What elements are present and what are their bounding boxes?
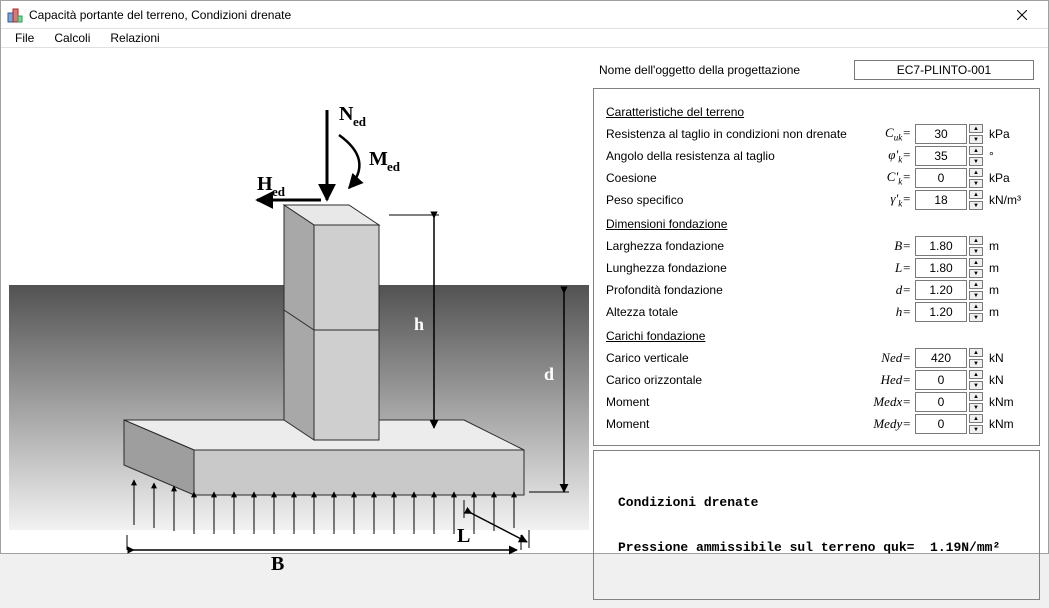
lbl-Medx: Moment bbox=[606, 395, 865, 409]
close-button[interactable] bbox=[1002, 1, 1042, 29]
menu-file[interactable]: File bbox=[5, 29, 44, 47]
unit-ck: kPa bbox=[983, 171, 1027, 185]
svg-text:d: d bbox=[544, 364, 554, 384]
result-line1: Condizioni drenate bbox=[618, 495, 1015, 510]
section-terreno: Caratteristiche del terreno bbox=[606, 105, 1027, 119]
svg-text:N: N bbox=[339, 103, 354, 125]
h-up[interactable]: ▲ bbox=[969, 302, 983, 311]
lbl-ck: Coesione bbox=[606, 171, 865, 185]
unit-phik: ° bbox=[983, 149, 1027, 163]
phik-down[interactable]: ▼ bbox=[969, 157, 983, 166]
gamk-down[interactable]: ▼ bbox=[969, 201, 983, 210]
input-cuk[interactable] bbox=[915, 124, 967, 144]
input-phik[interactable] bbox=[915, 146, 967, 166]
svg-text:H: H bbox=[257, 173, 273, 195]
input-Ned[interactable] bbox=[915, 348, 967, 368]
B-down[interactable]: ▼ bbox=[969, 247, 983, 256]
unit-B: m bbox=[983, 239, 1027, 253]
sym-ck: C'k= bbox=[865, 169, 913, 187]
app-icon bbox=[7, 7, 23, 23]
gamk-up[interactable]: ▲ bbox=[969, 190, 983, 199]
section-carichi: Carichi fondazione bbox=[606, 329, 1027, 343]
d-up[interactable]: ▲ bbox=[969, 280, 983, 289]
sym-Ned: Ned= bbox=[865, 350, 913, 366]
input-Medx[interactable] bbox=[915, 392, 967, 412]
Medx-up[interactable]: ▲ bbox=[969, 392, 983, 401]
Ned-down[interactable]: ▼ bbox=[969, 359, 983, 368]
menu-calcoli[interactable]: Calcoli bbox=[44, 29, 100, 47]
input-B[interactable] bbox=[915, 236, 967, 256]
Ned-up[interactable]: ▲ bbox=[969, 348, 983, 357]
input-d[interactable] bbox=[915, 280, 967, 300]
unit-Medx: kNm bbox=[983, 395, 1027, 409]
ck-down[interactable]: ▼ bbox=[969, 179, 983, 188]
unit-Ned: kN bbox=[983, 351, 1027, 365]
Medy-down[interactable]: ▼ bbox=[969, 425, 983, 434]
sym-Medx: Medx= bbox=[865, 394, 913, 410]
lbl-phik: Angolo della resistenza al taglio bbox=[606, 149, 865, 163]
diagram-pane: N ed M ed H ed h d bbox=[9, 56, 589, 600]
sym-L: L= bbox=[865, 260, 913, 276]
sym-Medy: Medy= bbox=[865, 416, 913, 432]
unit-cuk: kPa bbox=[983, 127, 1027, 141]
input-Hed[interactable] bbox=[915, 370, 967, 390]
lbl-Medy: Moment bbox=[606, 417, 865, 431]
results-panel: Condizioni drenate Pressione ammissibile… bbox=[593, 450, 1040, 600]
lbl-gamk: Peso specifico bbox=[606, 193, 865, 207]
sym-cuk: Cuk= bbox=[865, 125, 913, 143]
svg-text:ed: ed bbox=[387, 159, 401, 174]
object-name-input[interactable] bbox=[854, 60, 1034, 80]
cuk-down[interactable]: ▼ bbox=[969, 135, 983, 144]
menu-relazioni[interactable]: Relazioni bbox=[100, 29, 169, 47]
section-dimensioni: Dimensioni fondazione bbox=[606, 217, 1027, 231]
unit-Medy: kNm bbox=[983, 417, 1027, 431]
input-Medy[interactable] bbox=[915, 414, 967, 434]
input-ck[interactable] bbox=[915, 168, 967, 188]
input-gamk[interactable] bbox=[915, 190, 967, 210]
svg-text:h: h bbox=[414, 314, 424, 334]
L-up[interactable]: ▲ bbox=[969, 258, 983, 267]
sym-gamk: γ'k= bbox=[865, 191, 913, 209]
lbl-Ned: Carico verticale bbox=[606, 351, 865, 365]
Hed-up[interactable]: ▲ bbox=[969, 370, 983, 379]
sym-phik: φ'k= bbox=[865, 147, 913, 165]
Medx-down[interactable]: ▼ bbox=[969, 403, 983, 412]
svg-text:ed: ed bbox=[272, 184, 286, 199]
input-h[interactable] bbox=[915, 302, 967, 322]
d-down[interactable]: ▼ bbox=[969, 291, 983, 300]
lbl-L: Lunghezza fondazione bbox=[606, 261, 865, 275]
sym-B: B= bbox=[865, 238, 913, 254]
svg-text:L: L bbox=[457, 525, 470, 547]
unit-L: m bbox=[983, 261, 1027, 275]
result-line2: Pressione ammissibile sul terreno quk= 1… bbox=[618, 540, 1015, 555]
params-panel: Caratteristiche del terreno Resistenza a… bbox=[593, 88, 1040, 446]
lbl-cuk: Resistenza al taglio in condizioni non d… bbox=[606, 127, 865, 141]
unit-d: m bbox=[983, 283, 1027, 297]
sym-Hed: Hed= bbox=[865, 372, 913, 388]
Medy-up[interactable]: ▲ bbox=[969, 414, 983, 423]
h-down[interactable]: ▼ bbox=[969, 313, 983, 322]
unit-Hed: kN bbox=[983, 373, 1027, 387]
cuk-up[interactable]: ▲ bbox=[969, 124, 983, 133]
B-up[interactable]: ▲ bbox=[969, 236, 983, 245]
window-title: Capacità portante del terreno, Condizion… bbox=[29, 8, 1002, 22]
ck-up[interactable]: ▲ bbox=[969, 168, 983, 177]
lbl-d: Profondità fondazione bbox=[606, 283, 865, 297]
svg-text:M: M bbox=[369, 148, 388, 170]
sym-d: d= bbox=[865, 282, 913, 298]
svg-text:B: B bbox=[271, 553, 284, 575]
name-label: Nome dell'oggetto della progettazione bbox=[599, 63, 800, 77]
input-L[interactable] bbox=[915, 258, 967, 278]
svg-text:ed: ed bbox=[353, 114, 367, 129]
lbl-h: Altezza totale bbox=[606, 305, 865, 319]
lbl-B: Larghezza fondazione bbox=[606, 239, 865, 253]
unit-gamk: kN/m³ bbox=[983, 193, 1027, 207]
phik-up[interactable]: ▲ bbox=[969, 146, 983, 155]
unit-h: m bbox=[983, 305, 1027, 319]
Hed-down[interactable]: ▼ bbox=[969, 381, 983, 390]
lbl-Hed: Carico orizzontale bbox=[606, 373, 865, 387]
L-down[interactable]: ▼ bbox=[969, 269, 983, 278]
sym-h: h= bbox=[865, 304, 913, 320]
